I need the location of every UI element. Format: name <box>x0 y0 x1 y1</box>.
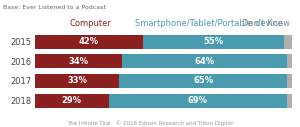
Bar <box>122 54 287 68</box>
Text: 69%: 69% <box>188 96 208 105</box>
Text: Smartphone/Tablet/Portable device: Smartphone/Tablet/Portable device <box>135 19 282 28</box>
Bar <box>34 74 119 88</box>
Text: 64%: 64% <box>194 57 214 66</box>
Text: 65%: 65% <box>193 76 213 85</box>
Text: 55%: 55% <box>203 37 224 46</box>
Bar <box>34 54 122 68</box>
Text: 34%: 34% <box>68 57 88 66</box>
Text: Base: Ever Listened to a Podcast: Base: Ever Listened to a Podcast <box>3 5 106 10</box>
Bar <box>142 35 284 49</box>
Bar <box>109 94 287 108</box>
Bar <box>287 54 292 68</box>
Bar <box>34 35 142 49</box>
Bar <box>287 94 292 108</box>
Text: 33%: 33% <box>67 76 87 85</box>
Text: Don't Know: Don't Know <box>242 19 290 28</box>
Bar <box>34 94 109 108</box>
Bar <box>284 35 292 49</box>
Bar <box>119 74 287 88</box>
Text: The Infinite Dial   © 2018 Edison Research and Triton Digital: The Infinite Dial © 2018 Edison Research… <box>67 121 233 126</box>
Text: 42%: 42% <box>79 37 99 46</box>
Bar <box>287 74 292 88</box>
Text: 29%: 29% <box>62 96 82 105</box>
Text: Computer: Computer <box>69 19 111 28</box>
